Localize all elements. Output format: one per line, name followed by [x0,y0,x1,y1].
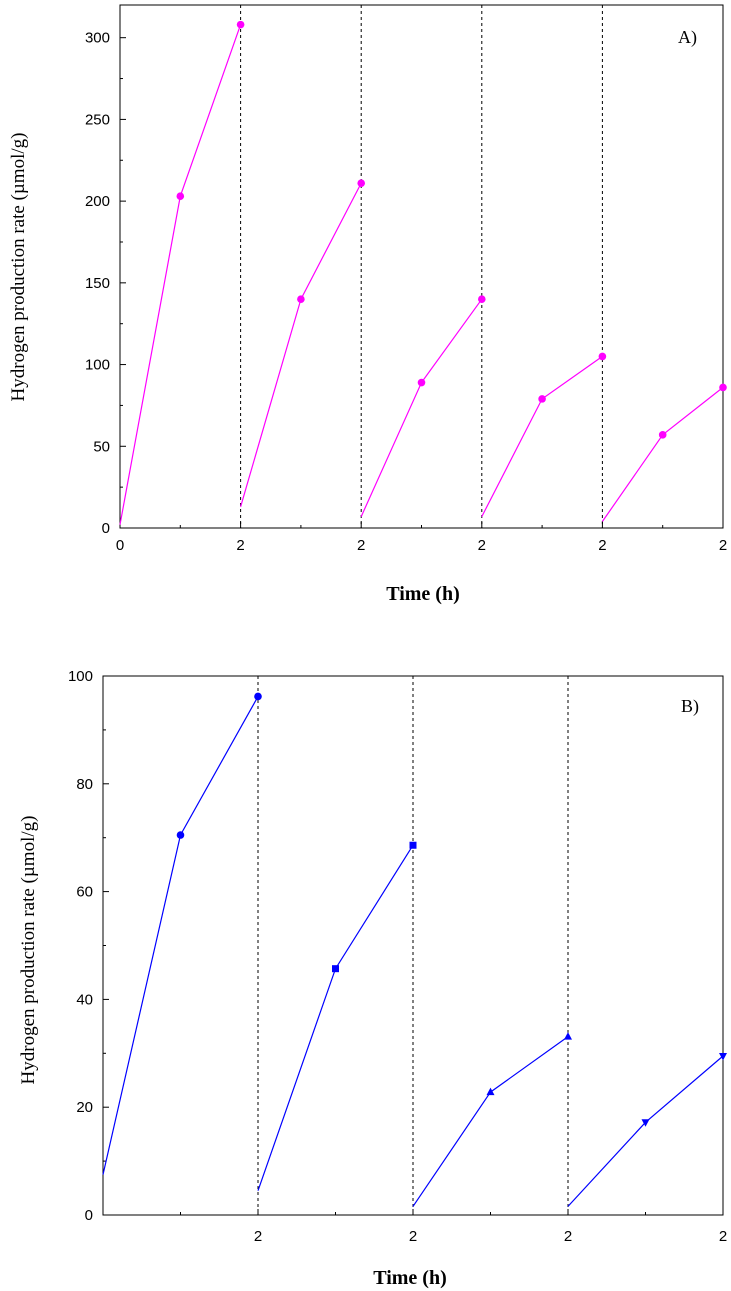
y-tick-label: 250 [85,111,110,128]
series-line-cycle-4 [481,355,603,517]
data-point [486,1087,495,1096]
y-tick-label: 100 [85,357,110,374]
series-line-cycle-3 [360,298,483,517]
panel-a-y-axis-title: Hydrogen production rate (µmol/g) [8,133,29,402]
x-tick-label: 2 [719,1228,727,1245]
y-tick-label: 150 [85,275,110,292]
y-tick-label: 20 [76,1099,93,1116]
panel-a-cycle-separators [240,5,603,528]
data-point [658,431,667,439]
y-tick-label: 100 [68,668,93,685]
y-tick-label: 200 [85,193,110,210]
panel-a-frame [119,4,724,529]
data-point [297,295,305,303]
y-tick-label: 0 [85,1207,93,1224]
series-line-cycle-2 [257,844,414,1191]
x-tick-label: 2 [236,537,244,554]
panel-a-x-axis: 0 2 2 2 2 2 [116,522,727,554]
data-point [332,965,339,973]
y-tick-label: 50 [93,438,110,455]
series-line-cycle-1 [102,696,259,1175]
data-point [641,1119,650,1127]
data-point [254,692,262,701]
panel-a-series [119,20,727,525]
x-tick-label: 2 [719,537,727,554]
panel-b-series [102,692,727,1207]
y-tick-label: 60 [76,884,93,901]
y-tick-label: 40 [76,991,93,1008]
series-line-cycle-1 [119,24,242,525]
data-point [417,378,426,387]
x-tick-label: 2 [254,1228,262,1245]
data-point [719,1052,727,1061]
panel-b-y-axis-title: Hydrogen production rate (µmol/g) [18,816,39,1085]
series-line-cycle-2 [240,182,362,507]
panel-b-x-axis: 2 2 2 2 [102,1209,727,1245]
panel-b-y-axis: 0 20 40 60 80 100 [68,668,109,1224]
data-point [236,20,245,29]
data-point [538,395,546,403]
x-tick-label: 2 [598,537,606,554]
data-point [564,1032,572,1040]
x-tick-label: 0 [116,537,124,554]
y-tick-label: 0 [102,520,110,537]
series-line-cycle-5 [601,386,724,522]
data-point [719,383,727,392]
data-point [176,831,185,839]
panel-b-cycle-separators [257,676,569,1215]
panel-a-x-axis-title: Time (h) [386,583,460,605]
series-line-cycle-4 [567,1055,724,1207]
data-point [409,841,417,849]
data-point [176,192,185,201]
panel-b-label: B) [681,696,699,717]
data-point [357,179,366,187]
series-line-cycle-3 [412,1036,569,1207]
panel-b: 0 20 40 60 80 100 2 2 2 2 B) Time (h) Hydrogen p… [18,668,727,1289]
x-tick-label: 2 [409,1228,417,1245]
y-tick-label: 300 [85,30,110,47]
panel-a-label: A) [678,27,697,48]
data-point [598,352,607,361]
x-tick-label: 2 [564,1228,572,1245]
y-tick-label: 80 [76,776,93,793]
panel-b-x-axis-title: Time (h) [373,1267,447,1289]
panel-a: 0 50 100 150 200 250 300 0 2 2 2 2 2 A) Time (h) Hy… [8,4,727,605]
x-tick-label: 2 [478,537,486,554]
data-point [478,295,486,303]
panel-a-y-axis: 0 50 100 150 200 250 300 [85,30,126,537]
x-tick-label: 2 [357,537,365,554]
